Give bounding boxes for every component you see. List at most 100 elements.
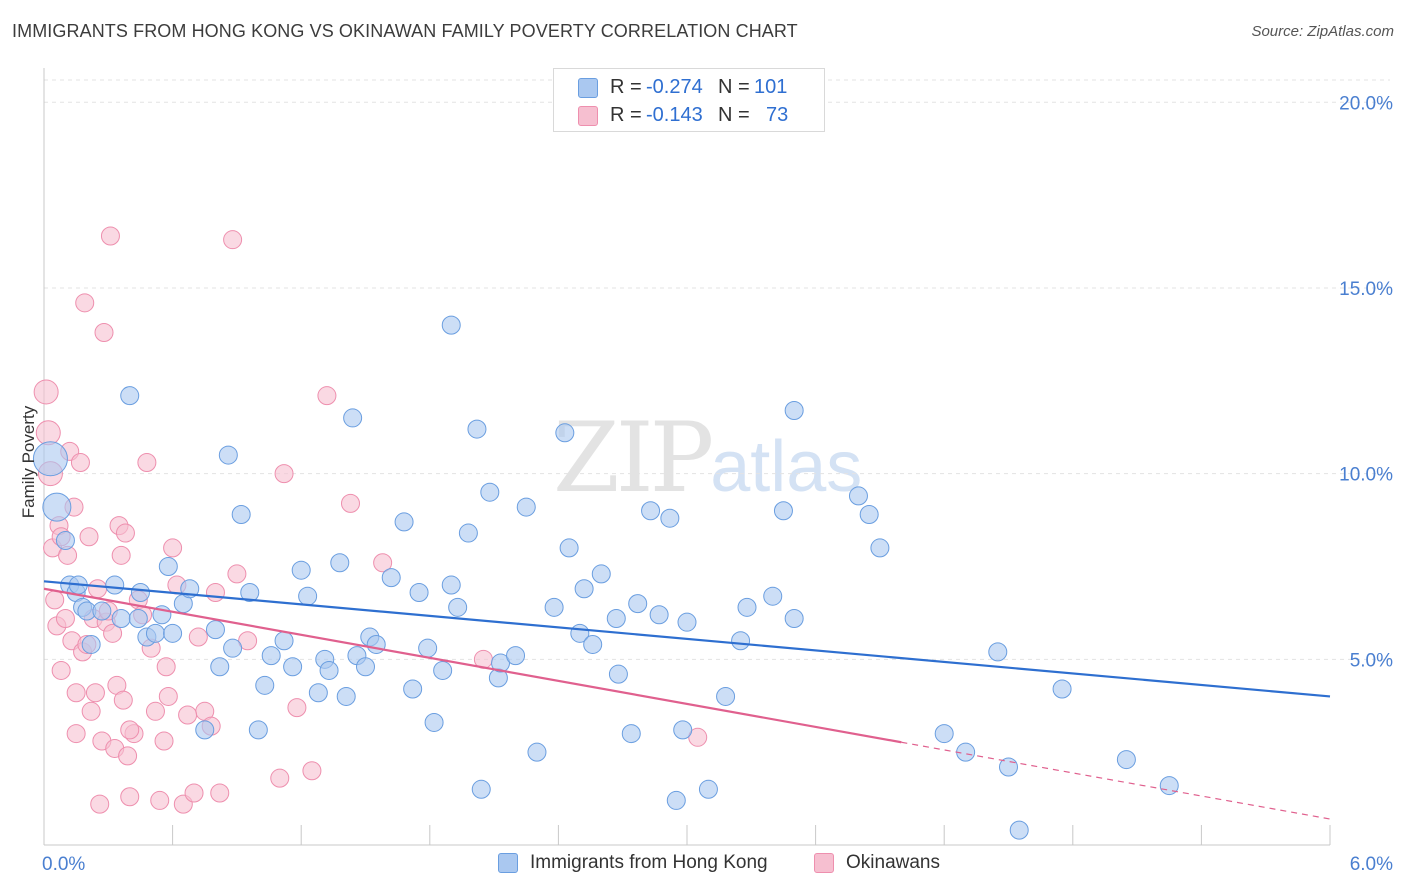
point-okinawans [120,720,140,740]
point-hong-kong [698,779,718,799]
point-hong-kong [784,608,804,628]
point-hong-kong [274,631,294,651]
point-okinawans [111,545,131,565]
point-okinawans [302,761,322,781]
point-hong-kong [1009,820,1029,840]
point-hong-kong [403,679,423,699]
point-hong-kong [223,638,243,658]
point-okinawans [88,579,108,599]
point-hong-kong [848,486,868,506]
point-hong-kong [621,724,641,744]
y-axis-label: Family Poverty [19,405,38,518]
point-okinawans [85,683,105,703]
trend-line-okinawans [43,587,902,744]
legend-swatch-pink [814,853,834,873]
watermark-zip: ZIP [553,402,714,514]
point-hong-kong [55,530,75,550]
point-hong-kong [491,653,511,673]
point-hong-kong [480,482,500,502]
point-okinawans [274,464,294,484]
point-hong-kong [381,568,401,588]
legend-r-label: R = [610,76,642,98]
point-hong-kong [205,620,225,640]
point-okinawans [150,790,170,810]
point-okinawans [115,523,135,543]
point-okinawans [66,724,86,744]
point-hong-kong [356,657,375,677]
point-hong-kong [859,504,879,524]
data-points [32,226,1179,840]
point-okinawans [223,230,243,250]
point-hong-kong [130,582,150,602]
point-hong-kong [366,634,386,654]
legend-swatch-pink [578,105,598,126]
point-hong-kong [409,582,429,602]
point-hong-kong [1159,776,1179,796]
point-hong-kong [231,504,251,524]
point-hong-kong [628,594,648,614]
point-okinawans [340,493,360,513]
point-hong-kong [145,623,165,643]
legend-label-okinawans: Okinawans [846,852,940,873]
point-hong-kong [649,605,669,625]
point-hong-kong [163,623,183,643]
legend-n-label: N = [718,104,750,126]
point-hong-kong [255,675,275,695]
point-hong-kong [298,586,318,606]
point-hong-kong [527,742,547,762]
point-okinawans [118,746,138,766]
point-hong-kong [641,501,661,521]
point-hong-kong [1052,679,1072,699]
point-hong-kong [308,683,328,703]
correlation-legend: R = -0.274 N = 101 R = -0.143 N = 73 [553,68,825,132]
x-tick-label: 0.0% [42,854,85,875]
point-hong-kong [195,720,215,740]
point-hong-kong [666,790,686,810]
y-tick-label: 5.0% [1350,650,1393,671]
point-okinawans [66,683,86,703]
point-okinawans [55,608,75,628]
point-okinawans [184,783,204,803]
point-hong-kong [1116,750,1136,770]
series-legend: Immigrants from Hong Kong Okinawans [0,852,1406,878]
point-okinawans [210,783,230,803]
point-hong-kong [583,634,603,654]
source-credit: Source: ZipAtlas.com [1251,23,1394,40]
point-okinawans [94,323,114,343]
point-hong-kong [467,419,487,439]
point-hong-kong [394,512,414,532]
y-tick-label: 15.0% [1339,279,1393,300]
point-okinawans [188,627,208,647]
watermark-atlas: atlas [710,427,863,507]
point-hong-kong [737,597,757,617]
point-okinawans [227,564,247,584]
point-okinawans [113,690,133,710]
point-hong-kong [248,720,268,740]
point-okinawans [75,293,95,313]
point-hong-kong [988,642,1008,662]
legend-item-okinawans: Okinawans [814,852,940,874]
point-okinawans [373,553,393,573]
y-tick-label: 10.0% [1339,465,1393,486]
legend-label-hong-kong: Immigrants from Hong Kong [530,852,768,873]
point-hong-kong [870,538,890,558]
point-hong-kong [42,492,72,522]
point-hong-kong [343,408,363,428]
point-hong-kong [606,608,626,628]
point-hong-kong [330,553,350,573]
point-okinawans [688,727,708,747]
legend-row-okinawans: R = -0.143 N = 73 [578,104,788,127]
point-okinawans [70,453,90,472]
x-tick-label: 6.0% [1350,854,1393,875]
point-hong-kong [660,508,680,528]
legend-r-value: -0.274 [646,76,703,98]
point-okinawans [51,660,71,680]
point-okinawans [287,698,307,718]
point-hong-kong [458,523,478,543]
point-okinawans [156,657,176,677]
point-okinawans [100,226,120,246]
point-okinawans [205,582,225,602]
point-okinawans [178,705,198,725]
point-hong-kong [158,556,178,576]
point-okinawans [120,787,140,807]
